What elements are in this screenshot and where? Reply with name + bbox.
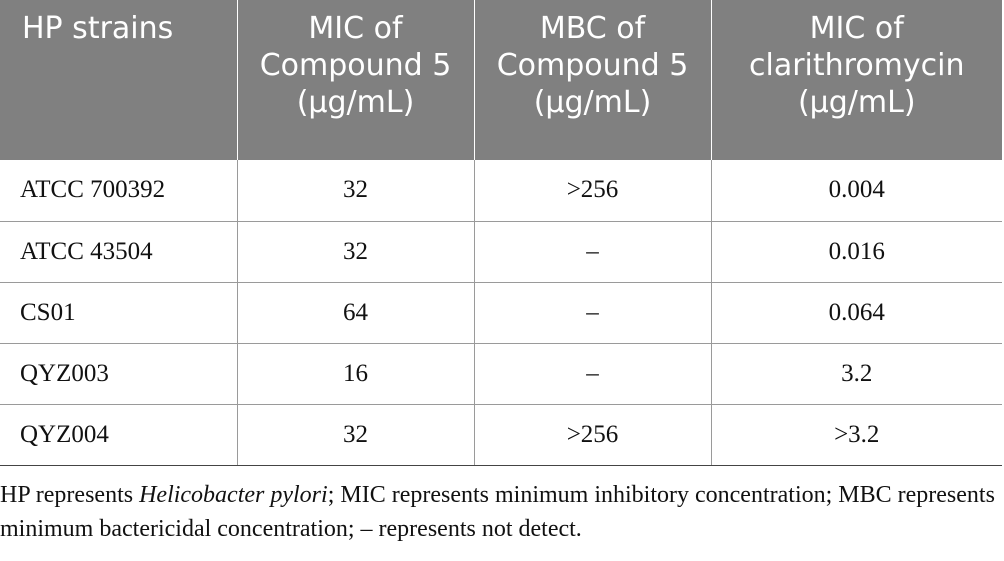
table-row: ATCC 43504 32 – 0.016 xyxy=(0,221,1002,283)
cell-mbc-compound5: – xyxy=(474,343,712,405)
cell-mic-compound5: 64 xyxy=(237,282,475,344)
cell-mic-clarithromycin: 0.016 xyxy=(711,221,1002,283)
cell-mic-clarithromycin: 0.064 xyxy=(711,282,1002,344)
cell-mic-compound5: 32 xyxy=(237,160,475,222)
cell-mbc-compound5: >256 xyxy=(474,404,712,466)
footnote-species-name: Helicobacter pylori xyxy=(139,482,328,508)
header-row: HP strains MIC of Compound 5 (μg/mL) MBC… xyxy=(0,0,1002,160)
cell-strain: CS01 xyxy=(0,282,238,344)
cell-strain: QYZ004 xyxy=(0,404,238,466)
footnote-text-end: ; MIC represents minimum inhibitory conc… xyxy=(0,482,995,542)
cell-mic-clarithromycin: >3.2 xyxy=(711,404,1002,466)
table-row: QYZ003 16 – 3.2 xyxy=(0,343,1002,405)
header-mic-clarithromycin: MIC of clarithromycin (μg/mL) xyxy=(711,0,1002,160)
results-table-container: HP strains MIC of Compound 5 (μg/mL) MBC… xyxy=(0,0,1002,466)
table-row: CS01 64 – 0.064 xyxy=(0,282,1002,344)
cell-mic-clarithromycin: 0.004 xyxy=(711,160,1002,222)
table-body: ATCC 700392 32 >256 0.004 ATCC 43504 32 … xyxy=(0,160,1002,466)
cell-strain: QYZ003 xyxy=(0,343,238,405)
cell-strain: ATCC 700392 xyxy=(0,160,238,222)
table-row: ATCC 700392 32 >256 0.004 xyxy=(0,160,1002,222)
cell-mbc-compound5: – xyxy=(474,282,712,344)
header-mic-compound5: MIC of Compound 5 (μg/mL) xyxy=(237,0,475,160)
cell-mic-clarithromycin: 3.2 xyxy=(711,343,1002,405)
cell-mbc-compound5: >256 xyxy=(474,160,712,222)
header-hp-strains: HP strains xyxy=(0,0,238,160)
cell-strain: ATCC 43504 xyxy=(0,221,238,283)
footnote-text-start: HP represents xyxy=(0,482,140,508)
cell-mic-compound5: 32 xyxy=(237,221,475,283)
cell-mic-compound5: 16 xyxy=(237,343,475,405)
table-header: HP strains MIC of Compound 5 (μg/mL) MBC… xyxy=(0,0,1002,160)
mic-mbc-table: HP strains MIC of Compound 5 (μg/mL) MBC… xyxy=(0,0,1002,466)
header-mbc-compound5: MBC of Compound 5 (μg/mL) xyxy=(474,0,712,160)
cell-mic-compound5: 32 xyxy=(237,404,475,466)
cell-mbc-compound5: – xyxy=(474,221,712,283)
table-footnote: HP represents Helicobacter pylori; MIC r… xyxy=(0,478,1000,546)
table-row: QYZ004 32 >256 >3.2 xyxy=(0,404,1002,466)
